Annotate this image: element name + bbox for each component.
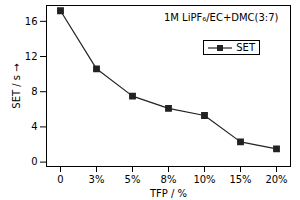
svg-text:1M LiPF₆/EC+DMC(3:7): 1M LiPF₆/EC+DMC(3:7) xyxy=(164,12,279,23)
svg-text:SET / s →: SET / s → xyxy=(11,63,22,108)
svg-text:5%: 5% xyxy=(125,174,141,185)
svg-text:TFP / %: TFP / % xyxy=(149,188,187,199)
svg-text:4: 4 xyxy=(31,121,37,132)
svg-text:8%: 8% xyxy=(161,174,177,185)
svg-text:15%: 15% xyxy=(229,174,251,185)
svg-text:12: 12 xyxy=(25,51,38,62)
svg-text:0: 0 xyxy=(31,156,37,167)
svg-text:16: 16 xyxy=(25,16,38,27)
html-text:SET: SET xyxy=(236,42,255,53)
svg-text:20%: 20% xyxy=(265,174,287,185)
svg-text:10%: 10% xyxy=(193,174,215,185)
svg-text:3%: 3% xyxy=(89,174,105,185)
svg-text:8: 8 xyxy=(31,86,37,97)
svg-text:0: 0 xyxy=(57,174,63,185)
